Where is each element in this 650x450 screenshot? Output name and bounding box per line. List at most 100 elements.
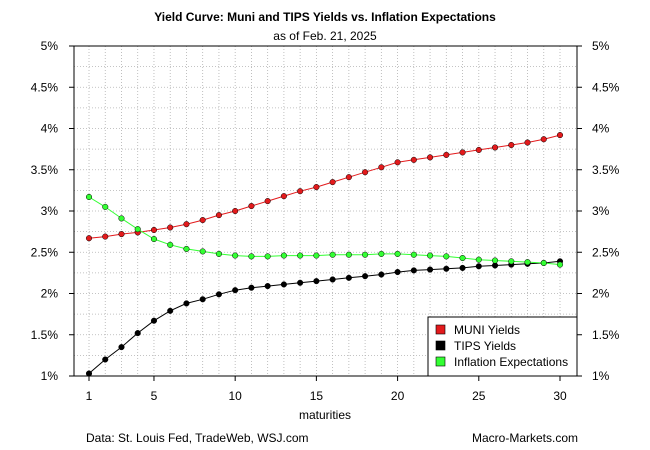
inflation-expectations-point	[134, 226, 141, 233]
inflation-expectations-point	[248, 253, 255, 260]
inflation-expectations-point	[150, 236, 158, 243]
muni-yields-point	[427, 154, 434, 161]
muni-yields-point	[491, 144, 499, 151]
chart-legend: MUNI Yields TIPS Yields Inflation Expectat…	[427, 316, 578, 377]
tips-yields-point	[410, 267, 417, 274]
inflation-expectations-point	[378, 250, 385, 257]
y-tick-label-right: 3%	[592, 204, 610, 218]
y-tick-label-left: 2%	[41, 287, 59, 301]
inflation-expectations-point	[264, 253, 271, 260]
muni-yields-line	[88, 134, 561, 239]
data-series	[85, 132, 564, 377]
inflation-expectations-legend-swatch	[435, 356, 446, 367]
x-tick-label: 30	[553, 389, 567, 403]
site-credit: Macro-Markets.com	[471, 431, 578, 445]
muni-yields-point	[540, 136, 547, 143]
source-credit: Data: St. Louis Fed, TradeWeb, WSJ.com	[86, 431, 309, 445]
inflation-expectations-point	[362, 251, 369, 258]
x-tick-label: 10	[228, 389, 242, 403]
inflation-expectations-point	[297, 252, 304, 259]
x-tick-label: 25	[472, 389, 486, 403]
tips-yields-point	[475, 263, 482, 270]
y-tick-label-left: 1.5%	[31, 328, 59, 342]
inflation-expectations-point	[394, 250, 401, 257]
inflation-expectations-point	[427, 252, 434, 259]
muni-yields-point	[524, 139, 531, 146]
inflation-expectations-point	[232, 252, 239, 259]
tips-yields-point	[183, 300, 190, 307]
muni-yields-point	[443, 151, 450, 158]
y-tick-label-right: 1.5%	[592, 328, 620, 342]
muni-yields-point	[248, 203, 255, 210]
inflation-expectations-legend-label: Inflation Expectations	[454, 355, 568, 369]
tips-yields-point	[215, 291, 222, 298]
muni-yields-point	[459, 149, 466, 156]
tips-yields-point	[102, 356, 109, 363]
tips-yields-point	[329, 276, 336, 283]
axes: 1% 1% 1.5% 1.5% 2% 2% 2.5% 2.5% 3% 3% 3.5% 3.5% 4% 4%…	[31, 39, 620, 403]
tips-yields-point	[427, 266, 434, 273]
muni-yields-point	[345, 174, 352, 181]
inflation-expectations-point	[167, 241, 174, 248]
tips-yields-point	[248, 284, 255, 291]
inflation-expectations-point	[410, 251, 417, 258]
x-tick-label: 5	[151, 389, 158, 403]
muni-yields-point	[118, 231, 125, 238]
tips-yields-point	[167, 307, 174, 314]
inflation-expectations-point	[102, 203, 109, 210]
muni-yields-legend-label: MUNI Yields	[454, 323, 520, 337]
muni-yields-point	[313, 184, 320, 191]
tips-yields-point	[297, 279, 304, 286]
muni-yields-legend-swatch	[435, 324, 446, 335]
tips-yields-legend-swatch	[435, 340, 446, 351]
y-tick-label-right: 3.5%	[592, 163, 620, 177]
y-tick-label-right: 2%	[592, 287, 610, 301]
tips-yields-point	[85, 370, 93, 377]
tips-yields-legend-label: TIPS Yields	[454, 339, 516, 353]
y-tick-label-left: 1%	[41, 369, 59, 383]
inflation-expectations-point	[118, 215, 125, 222]
muni-yields-point	[280, 193, 287, 200]
y-tick-label-left: 2.5%	[31, 245, 59, 259]
muni-yields-point	[556, 132, 564, 139]
muni-yields-point	[362, 169, 369, 176]
y-tick-label-right: 5%	[592, 39, 610, 53]
legend-box	[427, 316, 578, 377]
muni-yields-point	[150, 226, 158, 234]
y-tick-label-left: 4.5%	[31, 80, 59, 94]
muni-yields-point	[475, 146, 482, 153]
muni-yields-point	[410, 156, 417, 163]
x-tick-label: 15	[310, 389, 324, 403]
tips-yields-point	[345, 274, 352, 281]
tips-yields-point	[280, 281, 287, 288]
x-axis-label: maturities	[299, 408, 351, 422]
muni-yields-point	[394, 159, 401, 166]
muni-yields-point	[378, 164, 385, 171]
muni-yields-point	[102, 233, 109, 240]
muni-yields-point	[508, 141, 515, 149]
chart-subtitle: as of Feb. 21, 2025	[273, 29, 377, 43]
muni-yields-point	[199, 217, 206, 224]
tips-yields-point	[118, 344, 125, 351]
inflation-expectations-point	[199, 248, 206, 255]
x-tick-label: 1	[86, 389, 93, 403]
inflation-expectations-point	[524, 259, 531, 266]
tips-yields-point	[134, 330, 141, 337]
chart-title: Yield Curve: Muni and TIPS Yields vs. In…	[154, 10, 496, 24]
inflation-expectations-line	[88, 196, 561, 266]
tips-yields-point	[443, 265, 450, 272]
inflation-expectations-point	[183, 245, 190, 252]
y-tick-label-right: 4.5%	[592, 80, 620, 94]
muni-yields-point	[215, 212, 222, 219]
inflation-expectations-point	[280, 252, 287, 259]
y-tick-label-right: 2.5%	[592, 245, 620, 259]
muni-yields-point	[85, 235, 93, 242]
muni-yields-point	[264, 198, 271, 205]
tips-yields-point	[378, 271, 385, 278]
tips-yields-point	[264, 283, 271, 290]
tips-yields-point	[150, 317, 158, 324]
inflation-expectations-point	[508, 258, 515, 265]
y-tick-label-left: 5%	[41, 39, 59, 53]
muni-yields-point	[297, 188, 304, 195]
y-tick-label-right: 1%	[592, 369, 610, 383]
